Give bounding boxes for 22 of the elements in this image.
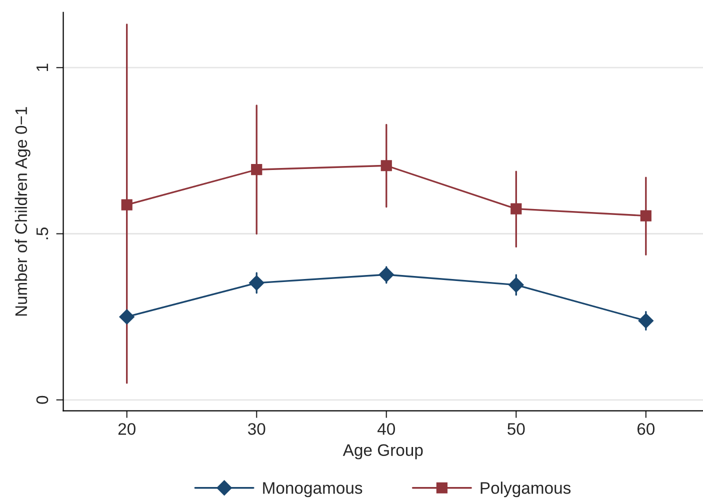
x-tick-label: 50 — [508, 423, 525, 435]
y-tick-label: 1 — [36, 64, 48, 71]
point — [251, 164, 262, 176]
point — [121, 199, 132, 210]
x-tick-label: 60 — [637, 423, 655, 435]
point — [378, 267, 394, 282]
x-tick-label: 40 — [377, 423, 395, 435]
x-tick-label: 30 — [248, 423, 266, 435]
legend-label: Polygamous — [480, 482, 571, 498]
point — [508, 277, 524, 292]
y-tick-label: .5 — [36, 227, 48, 240]
x-tick-label: 20 — [118, 423, 136, 435]
x-axis-title: Age Group — [342, 444, 423, 460]
point — [638, 313, 654, 328]
point — [640, 210, 652, 222]
legend-label: Monogamous — [263, 482, 362, 498]
y-axis-title: Number of Children Age 0−1 — [14, 107, 30, 316]
point — [380, 160, 392, 172]
y-tick-label: 0 — [36, 396, 48, 404]
point — [510, 203, 522, 214]
point — [249, 275, 264, 290]
point — [119, 309, 134, 324]
